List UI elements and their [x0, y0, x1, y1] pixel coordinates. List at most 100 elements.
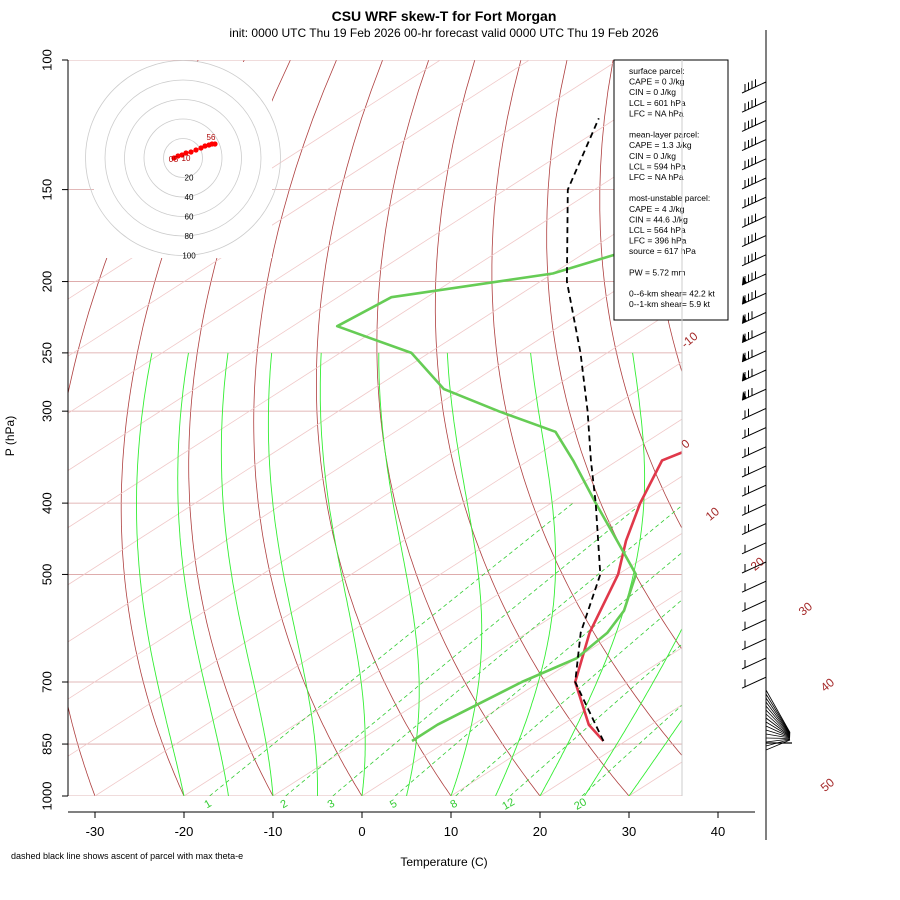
surface-wind-line	[765, 705, 791, 735]
isotherm-label: 10	[703, 504, 722, 524]
wind-barb	[741, 676, 767, 689]
hodograph-background	[94, 62, 272, 258]
surface-wind-line	[765, 717, 791, 737]
dewpoint-line	[335, 231, 682, 743]
surface-wind-line	[765, 721, 791, 737]
isotherm	[68, 75, 682, 471]
wind-barb	[741, 311, 767, 324]
wind-barb	[741, 136, 767, 152]
barb-staff	[741, 542, 767, 555]
mixing-ratio-line	[455, 599, 682, 796]
hodograph-point	[171, 155, 177, 161]
barb-staff	[741, 235, 767, 248]
barb-staff	[741, 503, 767, 516]
barb-staff	[741, 676, 767, 689]
surface-wind-line	[765, 713, 791, 736]
surface-wind-line	[765, 709, 791, 736]
info-line: most-unstable parcel:	[629, 193, 710, 203]
isotherm	[68, 60, 619, 414]
hodograph-ring	[124, 99, 242, 217]
barb-staff	[741, 254, 767, 267]
barb-pennant	[742, 372, 747, 381]
info-line: CAPE = 4 J/kg	[629, 204, 685, 214]
mixing-ratio-label: 1	[202, 798, 213, 811]
wind-barb	[741, 290, 767, 305]
barb-staff	[741, 619, 767, 632]
moist-adiabat	[267, 352, 318, 796]
x-tick-label: 10	[444, 824, 458, 839]
y-axis-ticks: 100 150 200 250 300 400 500 700 850 1000	[39, 49, 68, 810]
barb-staff	[741, 100, 767, 113]
barb-staff	[741, 580, 767, 593]
moist-adiabat	[446, 352, 483, 796]
plot-area	[68, 60, 900, 796]
x-tick-label: -20	[175, 824, 194, 839]
info-line: LFC = NA hPa	[629, 172, 684, 182]
barb-staff	[741, 215, 767, 228]
wind-barb	[741, 117, 767, 132]
isotherm-label: 20	[748, 554, 767, 574]
barb-staff	[741, 139, 767, 152]
isotherm	[68, 361, 682, 757]
wind-barb	[741, 368, 767, 382]
barb-pennant	[742, 391, 747, 401]
info-line: LFC = 396 hPa	[629, 236, 687, 246]
barb-staff	[741, 638, 767, 651]
moist-adiabat	[539, 352, 646, 796]
dry-adiabat	[701, 60, 900, 796]
wind-barb	[741, 657, 767, 670]
wind-barb	[741, 446, 767, 459]
info-line: LCL = 601 hPa	[629, 98, 686, 108]
isotherm-label: 40	[818, 675, 837, 695]
wind-barb	[741, 503, 767, 516]
info-line: CIN = 44.6 J/kg	[629, 214, 688, 224]
chart-subtitle: init: 0000 UTC Thu 19 Feb 2026 00-hr for…	[229, 26, 658, 40]
hodograph-height-label: 0	[169, 155, 174, 164]
barb-staff	[741, 465, 767, 478]
barb-pennant	[742, 295, 747, 305]
wind-barb	[741, 619, 767, 632]
y-axis-label: P (hPa)	[3, 416, 17, 456]
moist-adiabat	[495, 352, 557, 796]
sounding-series	[335, 117, 682, 743]
barb-staff	[741, 657, 767, 670]
y-tick-label: 300	[39, 400, 54, 422]
hodograph-ring	[85, 60, 281, 256]
surface-wind-line	[765, 739, 791, 751]
moist-adiabat	[584, 627, 682, 796]
info-line: mean-layer parcel:	[629, 130, 699, 140]
mixing-ratio-label: 12	[500, 796, 517, 813]
y-tick-label: 1000	[39, 782, 54, 811]
isotherm	[68, 60, 530, 357]
moist-adiabat	[628, 718, 682, 796]
hodograph-ring	[104, 79, 262, 237]
isotherm	[450, 647, 682, 796]
isotherm	[94, 418, 682, 796]
barb-staff	[741, 407, 767, 420]
barb-staff	[741, 561, 767, 574]
wind-barb	[741, 98, 767, 113]
barb-staff	[741, 196, 767, 209]
barb-staff	[741, 427, 767, 440]
wind-barb	[741, 427, 767, 440]
hodograph-ring-label: 80	[185, 232, 194, 241]
y-tick-label: 250	[39, 342, 54, 364]
barb-staff	[741, 177, 767, 190]
wind-barb	[741, 388, 767, 401]
parcel-line	[566, 117, 605, 742]
mixing-ratio-lines	[209, 502, 682, 796]
hodograph-ring	[163, 138, 203, 178]
isotherm	[183, 475, 682, 796]
wind-barb	[741, 599, 767, 612]
mixing-ratio-label: 20	[572, 796, 589, 813]
info-line: LCL = 564 hPa	[629, 225, 686, 235]
wind-barb	[741, 79, 767, 94]
x-tick-label: -30	[86, 824, 105, 839]
isotherm	[68, 190, 682, 586]
wind-barb	[741, 523, 767, 536]
dry-adiabat	[890, 60, 900, 796]
wind-barb	[741, 484, 767, 497]
info-line	[629, 183, 631, 193]
hodograph-ring	[143, 118, 223, 198]
